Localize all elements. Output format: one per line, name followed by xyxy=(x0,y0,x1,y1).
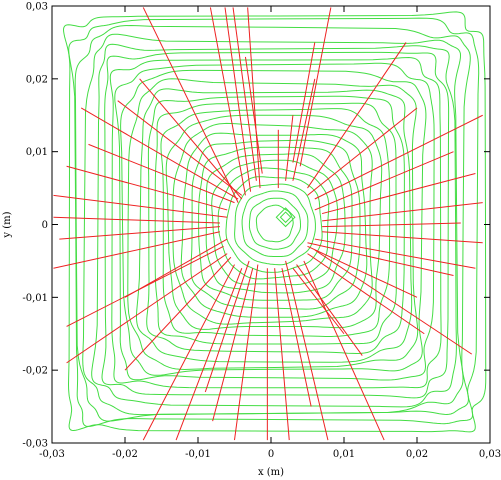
y-tick-label: 0,02 xyxy=(26,74,48,85)
contour-line xyxy=(62,11,487,433)
crack-line xyxy=(292,78,316,181)
crack-line xyxy=(204,260,250,393)
x-tick-label: -0,01 xyxy=(185,449,211,460)
y-tick-label: 0,03 xyxy=(26,2,48,13)
crack-line xyxy=(175,268,243,441)
crack-line xyxy=(303,260,385,441)
crack-line xyxy=(142,264,235,441)
crack-lines xyxy=(53,7,483,441)
x-tick-label: 0,03 xyxy=(479,449,501,460)
x-tick-label: -0,02 xyxy=(112,449,138,460)
crack-line xyxy=(322,202,483,222)
contour-line xyxy=(241,190,309,257)
contour-line xyxy=(172,122,373,325)
x-axis-label: x (m) xyxy=(258,467,284,478)
crack-line xyxy=(285,260,329,441)
crack-line xyxy=(307,42,407,189)
crack-line xyxy=(117,100,243,196)
y-axis-label: y (m) xyxy=(2,211,13,238)
crack-line xyxy=(53,231,221,269)
crack-line xyxy=(59,226,220,240)
contour-line xyxy=(136,88,413,363)
crack-line xyxy=(314,151,454,211)
crack-line xyxy=(247,7,261,189)
contour-island xyxy=(279,211,292,224)
crack-line xyxy=(53,216,220,224)
contour-line xyxy=(68,17,480,427)
crack-line xyxy=(307,245,418,298)
y-tick-label: -0,03 xyxy=(22,439,48,450)
crack-line xyxy=(299,7,332,167)
x-tick-label: 0,01 xyxy=(333,449,355,460)
contour-line xyxy=(190,139,361,310)
y-tick-label: 0 xyxy=(42,220,48,231)
axis-ticks: -0,03 -0,02 -0,01 0 0,01 0,02 0,03 -0,03 -0,02 -0… xyxy=(22,2,501,461)
contour-line xyxy=(160,108,391,337)
contour-line xyxy=(101,51,450,399)
crack-line xyxy=(124,256,232,371)
contour-lines xyxy=(62,11,487,433)
contour-line xyxy=(225,176,323,273)
contour-line xyxy=(91,43,457,408)
contour-line xyxy=(120,69,427,376)
crack-line xyxy=(314,238,476,269)
contour-line xyxy=(205,153,346,294)
crack-line xyxy=(139,78,243,200)
crack-line xyxy=(314,114,483,200)
y-tick-label: 0,01 xyxy=(26,147,48,158)
crack-line xyxy=(209,7,246,196)
x-tick-label: -0,03 xyxy=(39,449,65,460)
crack-line xyxy=(232,7,257,181)
crack-line xyxy=(322,231,483,244)
crack-line xyxy=(244,56,263,174)
contour-island xyxy=(275,207,296,228)
crack-line xyxy=(66,165,228,211)
crack-line xyxy=(88,143,235,204)
contour-line xyxy=(248,197,301,250)
y-tick-label: -0,01 xyxy=(22,293,48,304)
crack-line xyxy=(212,268,254,422)
crack-line xyxy=(307,107,418,196)
contour-line xyxy=(127,78,419,371)
crack-line xyxy=(307,253,425,335)
x-tick-label: 0,02 xyxy=(406,449,428,460)
crack-line xyxy=(281,268,312,407)
contour-line xyxy=(154,102,397,345)
contour-line xyxy=(198,146,353,301)
contour-line xyxy=(114,62,435,381)
contour-line xyxy=(109,56,442,389)
contour-line xyxy=(82,33,464,416)
crack-line xyxy=(224,7,252,192)
contour-line xyxy=(211,159,339,286)
crack-line xyxy=(322,222,461,228)
crack-line xyxy=(274,268,290,441)
y-tick-label: -0,02 xyxy=(22,366,48,377)
crack-line xyxy=(307,242,454,276)
x-tick-label: 0 xyxy=(268,449,274,460)
crack-line xyxy=(292,42,316,163)
contour-line xyxy=(234,183,316,266)
contour-line xyxy=(255,204,294,243)
contour-line xyxy=(165,114,383,330)
crack-line xyxy=(296,264,363,356)
crack-line xyxy=(80,107,239,200)
crack-line xyxy=(234,264,259,441)
contour-line xyxy=(217,167,330,280)
crack-line xyxy=(321,173,476,215)
contour-line xyxy=(74,24,471,422)
crack-line xyxy=(314,249,473,355)
contour-line xyxy=(146,95,405,355)
crack-line xyxy=(53,194,228,218)
crack-line xyxy=(285,115,294,181)
crack-line xyxy=(142,7,239,203)
crack-line xyxy=(124,238,228,298)
crack-line xyxy=(66,253,228,364)
crack-line xyxy=(292,267,345,335)
